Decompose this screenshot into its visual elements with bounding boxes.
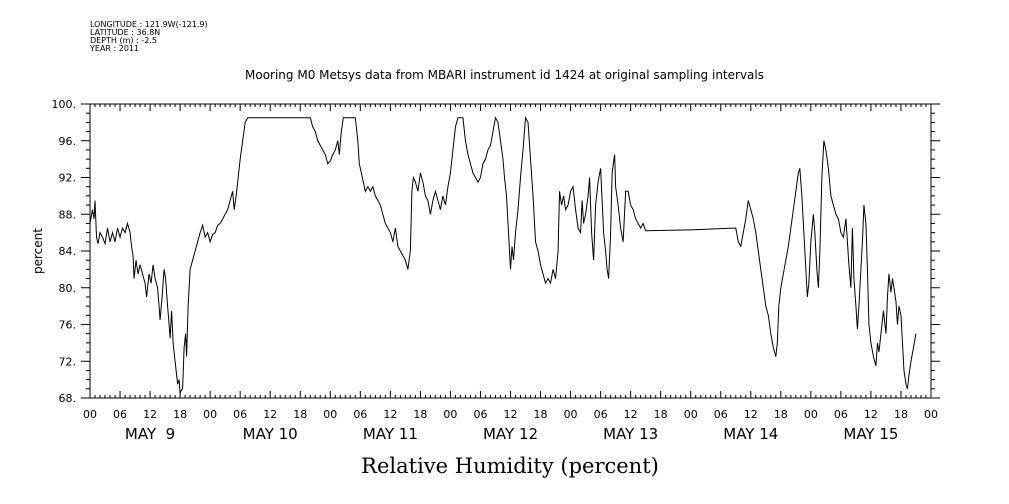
day-label: MAY 13 bbox=[603, 425, 658, 443]
x-tick-label: 06 bbox=[233, 408, 247, 421]
x-tick-label: 06 bbox=[594, 408, 608, 421]
x-tick-label: 06 bbox=[714, 408, 728, 421]
y-tick-label: 84. bbox=[59, 245, 77, 258]
x-tick-label: 00 bbox=[924, 408, 938, 421]
x-tick-label: 12 bbox=[864, 408, 878, 421]
x-tick-label: 18 bbox=[173, 408, 187, 421]
x-tick-label: 00 bbox=[323, 408, 337, 421]
x-tick-label: 00 bbox=[684, 408, 698, 421]
x-tick-labels: 00 06 12 18 00 06 12 18 00 06 12 18 00 06 12 18 00 06 12 18… bbox=[83, 408, 938, 421]
y-tick-labels: 68. 72. 76. 80. 84. 88. 92. 96. 100. bbox=[52, 98, 77, 405]
depth-label: DEPTH (m) : -2.5 bbox=[90, 36, 157, 45]
x-tick-label: 18 bbox=[654, 408, 668, 421]
axis-ticks bbox=[81, 103, 940, 399]
day-label: MAY 14 bbox=[723, 425, 778, 443]
y-tick-label: 72. bbox=[59, 355, 77, 368]
y-tick-label: 100. bbox=[52, 98, 77, 111]
day-label: MAY 9 bbox=[125, 425, 175, 443]
day-label: MAY 11 bbox=[363, 425, 418, 443]
y-tick-label: 88. bbox=[59, 208, 77, 221]
day-label: MAY 15 bbox=[843, 425, 898, 443]
x-tick-label: 12 bbox=[744, 408, 758, 421]
year-label: YEAR : 2011 bbox=[90, 44, 140, 53]
latitude-label: LATITUDE : 36.8N bbox=[90, 28, 161, 37]
x-tick-label: 00 bbox=[443, 408, 457, 421]
x-tick-label: 12 bbox=[143, 408, 157, 421]
x-tick-label: 00 bbox=[83, 408, 97, 421]
x-tick-label: 00 bbox=[564, 408, 578, 421]
series-line-relative-humidity bbox=[89, 116, 917, 394]
x-tick-label: 06 bbox=[113, 408, 127, 421]
x-tick-label: 12 bbox=[624, 408, 638, 421]
day-label: MAY 10 bbox=[243, 425, 298, 443]
y-tick-label: 96. bbox=[59, 135, 77, 148]
y-tick-label: 76. bbox=[59, 319, 77, 332]
x-tick-label: 06 bbox=[834, 408, 848, 421]
x-tick-label: 18 bbox=[774, 408, 788, 421]
y-tick-label: 92. bbox=[59, 172, 77, 185]
chart-title: Mooring M0 Metsys data from MBARI instru… bbox=[245, 68, 764, 82]
x-tick-label: 18 bbox=[894, 408, 908, 421]
y-tick-label: 80. bbox=[59, 282, 77, 295]
x-tick-label: 00 bbox=[804, 408, 818, 421]
x-tick-label: 06 bbox=[353, 408, 367, 421]
x-tick-label: 18 bbox=[534, 408, 548, 421]
day-label: MAY 12 bbox=[483, 425, 538, 443]
x-tick-label: 12 bbox=[263, 408, 277, 421]
y-tick-label: 68. bbox=[59, 392, 77, 405]
x-tick-label: 06 bbox=[473, 408, 487, 421]
x-axis-title: Relative Humidity (percent) bbox=[361, 454, 659, 478]
x-tick-label: 18 bbox=[293, 408, 307, 421]
x-tick-label: 12 bbox=[383, 408, 397, 421]
y-axis-label: percent bbox=[31, 228, 45, 274]
day-labels: MAY 9 MAY 10 MAY 11 MAY 12 MAY 13 MAY 14 MAY 1… bbox=[125, 425, 899, 443]
x-tick-label: 00 bbox=[203, 408, 217, 421]
x-tick-label: 12 bbox=[504, 408, 518, 421]
x-tick-label: 18 bbox=[413, 408, 427, 421]
longitude-label: LONGITUDE : 121.9W(-121.9) bbox=[90, 20, 208, 29]
